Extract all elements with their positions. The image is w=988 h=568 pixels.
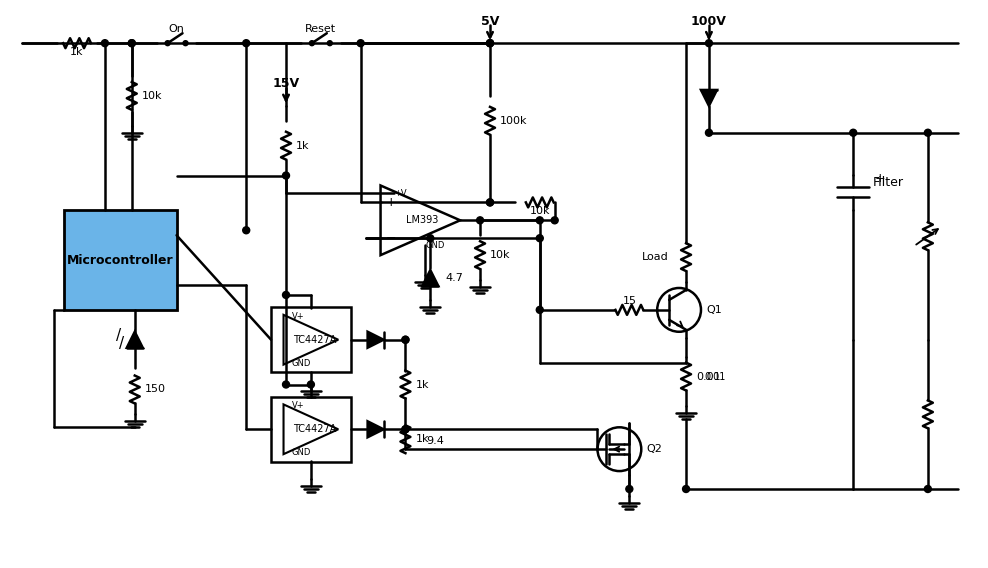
Text: GND: GND	[291, 448, 311, 457]
Circle shape	[283, 291, 289, 298]
Text: 0.01: 0.01	[704, 371, 725, 382]
Circle shape	[128, 40, 135, 47]
Text: V+: V+	[291, 312, 304, 321]
Circle shape	[358, 40, 365, 47]
Circle shape	[327, 41, 332, 45]
Text: +: +	[874, 173, 885, 186]
Bar	[271, 307, 351, 372]
Text: Filter: Filter	[872, 176, 904, 189]
Circle shape	[925, 486, 932, 492]
Text: 15V: 15V	[273, 77, 299, 90]
Text: +V: +V	[394, 189, 407, 198]
Circle shape	[309, 41, 314, 45]
Circle shape	[427, 235, 434, 242]
Circle shape	[243, 227, 250, 234]
Text: 15: 15	[622, 296, 636, 306]
Text: On: On	[169, 24, 185, 34]
Text: 1k: 1k	[70, 47, 84, 57]
Circle shape	[551, 217, 558, 224]
Circle shape	[486, 40, 493, 47]
Text: 1k: 1k	[415, 435, 429, 444]
Text: TC4427A: TC4427A	[293, 424, 337, 435]
Text: LM393: LM393	[406, 215, 439, 225]
Circle shape	[476, 217, 483, 224]
Text: 100k: 100k	[500, 116, 528, 126]
Circle shape	[850, 130, 857, 136]
Polygon shape	[422, 270, 439, 286]
Circle shape	[283, 381, 289, 388]
Circle shape	[683, 486, 690, 492]
Circle shape	[925, 130, 932, 136]
Text: Microcontroller: Microcontroller	[66, 254, 173, 266]
Text: 4.7: 4.7	[446, 273, 463, 283]
Circle shape	[625, 486, 633, 492]
Circle shape	[283, 172, 289, 179]
Circle shape	[536, 306, 543, 314]
Polygon shape	[368, 421, 383, 437]
Circle shape	[486, 199, 493, 206]
Circle shape	[307, 381, 314, 388]
Text: −: −	[385, 232, 396, 245]
Circle shape	[243, 40, 250, 47]
Circle shape	[402, 336, 409, 343]
Text: TC4427A: TC4427A	[293, 335, 337, 345]
Circle shape	[402, 336, 409, 343]
Circle shape	[705, 130, 712, 136]
Circle shape	[705, 40, 712, 47]
Circle shape	[536, 235, 543, 242]
Circle shape	[486, 40, 493, 47]
Circle shape	[128, 40, 135, 47]
Text: 150: 150	[144, 385, 166, 395]
Text: V+: V+	[291, 402, 304, 411]
Text: /: /	[117, 328, 122, 343]
Circle shape	[102, 40, 109, 47]
Circle shape	[183, 41, 188, 45]
Polygon shape	[126, 332, 142, 348]
Text: 9.4: 9.4	[427, 436, 445, 446]
Text: 10k: 10k	[490, 250, 511, 260]
Text: /: /	[120, 336, 124, 351]
Text: 5V: 5V	[481, 15, 499, 28]
Text: 0.01: 0.01	[696, 371, 720, 382]
Text: Reset: Reset	[305, 24, 336, 34]
Circle shape	[402, 426, 409, 433]
Text: 1k: 1k	[296, 141, 309, 151]
Circle shape	[486, 40, 493, 47]
Circle shape	[165, 41, 170, 45]
Text: Q2: Q2	[646, 444, 662, 454]
Text: Q1: Q1	[706, 305, 721, 315]
Text: 1k: 1k	[415, 379, 429, 390]
Bar	[271, 397, 351, 462]
Text: GND: GND	[426, 241, 445, 250]
Circle shape	[536, 217, 543, 224]
Text: 10k: 10k	[141, 91, 162, 101]
Text: 10k: 10k	[530, 206, 550, 216]
Text: +: +	[385, 196, 396, 209]
Circle shape	[402, 426, 409, 433]
Text: Load: Load	[641, 252, 668, 262]
Polygon shape	[700, 90, 717, 106]
Polygon shape	[368, 332, 383, 348]
Text: GND: GND	[291, 358, 311, 367]
Circle shape	[486, 199, 493, 206]
Bar	[64, 210, 177, 310]
Text: 100V: 100V	[691, 15, 727, 28]
